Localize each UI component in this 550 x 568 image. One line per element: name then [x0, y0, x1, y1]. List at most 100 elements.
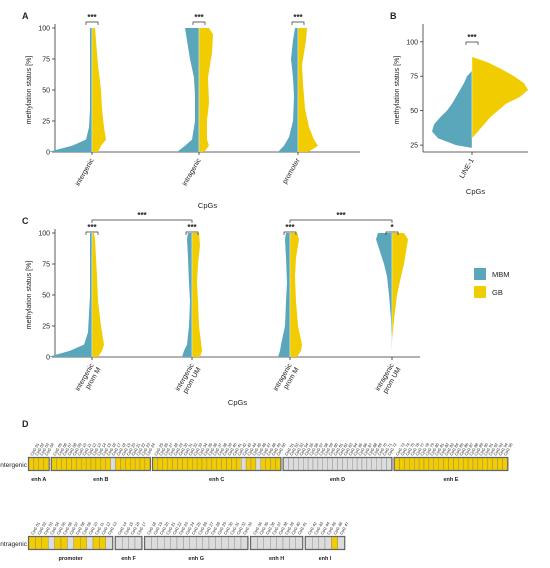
cpg-label: CpG 06: [62, 520, 74, 535]
significance-label: ***: [194, 13, 204, 22]
heatmap-cell: [115, 457, 121, 471]
group-comparison-label-bracket: [91, 219, 193, 223]
heatmap-cell: [192, 457, 198, 471]
cpg-label: CpG 76: [409, 441, 421, 456]
y-axis-label: methylation status [%]: [394, 56, 401, 125]
cpg-label: CpG 65: [352, 441, 364, 456]
panel-letter: A: [22, 11, 29, 21]
violin-mbm: [177, 28, 199, 152]
heatmap-cell: [376, 457, 382, 471]
group-box: [27, 535, 114, 551]
y-tick-label: 50: [42, 88, 50, 95]
y-tick-label: 50: [42, 293, 50, 300]
heatmap-cell: [502, 457, 508, 471]
heatmap-cell: [265, 457, 271, 471]
cpg-label: CpG 83: [444, 441, 456, 456]
group-box: [50, 456, 151, 472]
violin-gb: [192, 233, 202, 357]
cpg-label: CpG 27: [203, 520, 215, 535]
heatmap-cell: [448, 457, 454, 471]
heatmap-cell: [270, 457, 276, 471]
cpg-label: CpG 35: [258, 520, 270, 535]
heatmap-cell: [86, 536, 94, 550]
cpg-label: CpG 37: [271, 520, 283, 535]
heatmap-cell: [255, 457, 261, 471]
cpg-label: CpG 62: [337, 441, 349, 456]
group-box: [27, 456, 50, 472]
cpg-label: CpG 15: [123, 520, 135, 535]
significance-label-bracket: [85, 21, 99, 25]
cpg-label: CpG 28: [210, 520, 222, 535]
cpg-label: CpG 53: [293, 441, 305, 456]
heatmap-cell: [303, 457, 309, 471]
cpg-label: CpG 20: [159, 520, 171, 535]
cpg-label: CpG 68: [367, 441, 379, 456]
cpg-label: CpG 24: [145, 441, 157, 456]
heatmap-cell: [305, 536, 313, 550]
cpg-label: CpG 33: [242, 520, 254, 535]
cpg-label: CpG 45: [251, 441, 263, 456]
heatmap-cell: [487, 457, 493, 471]
cpg-label: CpG 58: [318, 441, 330, 456]
violin-mbm: [278, 28, 298, 152]
cpg-label: CpG 07: [68, 520, 80, 535]
heatmap-cell: [226, 457, 232, 471]
cpg-label: CpG 03: [39, 441, 51, 456]
violin-gb: [92, 233, 104, 357]
cpg-label: CpG 17: [136, 520, 148, 535]
cpg-label: CpG 82: [439, 441, 451, 456]
significance-label-bracket: [283, 231, 297, 235]
heatmap-cell: [134, 457, 141, 471]
heatmap-cell: [41, 536, 49, 550]
violin-mbm: [376, 233, 392, 351]
group-comparison-label: ***: [336, 211, 346, 220]
cpg-label: CpG 93: [493, 441, 505, 456]
violin-mbm: [48, 233, 92, 357]
heatmap-cell: [196, 457, 203, 471]
cpg-label: CpG 32: [187, 441, 199, 456]
heatmap-cell: [56, 457, 62, 471]
heatmap-cell: [164, 536, 171, 550]
y-tick-label: 25: [42, 119, 50, 126]
cpg-label: CpG 08: [66, 441, 78, 456]
cpg-label: CpG 27: [163, 441, 175, 456]
cpg-label: CpG 40: [226, 441, 238, 456]
heatmap-cell: [215, 536, 222, 550]
group-label: promoter: [59, 556, 84, 562]
cpg-label: CpG 46: [332, 520, 344, 535]
legend-entry: MBM: [492, 270, 510, 279]
heatmap-cell: [43, 457, 49, 471]
heatmap-cell: [51, 457, 57, 471]
cpg-label: CpG 70: [377, 441, 389, 456]
cpg-label: CpG 88: [468, 441, 480, 456]
cpg-label: CpG 78: [419, 441, 431, 456]
cpg-label: CpG 15: [101, 441, 113, 456]
heatmap-cell: [356, 457, 363, 471]
significance-label: ***: [87, 13, 97, 22]
heatmap-cell: [337, 536, 345, 550]
significance-label-bracket: [192, 21, 206, 25]
cpg-label: CpG 41: [297, 520, 309, 535]
group-label: enh D: [330, 477, 345, 483]
heatmap-cell: [182, 457, 188, 471]
heatmap-cell: [144, 457, 150, 471]
heatmap-cell: [289, 536, 296, 550]
heatmap-cell: [73, 536, 81, 550]
cpg-label: CpG 02: [36, 520, 48, 535]
group-label: enh I: [319, 556, 332, 562]
heatmap-cell: [231, 457, 237, 471]
heatmap-cell: [283, 457, 289, 471]
heatmap-cell: [270, 536, 277, 550]
heatmap-cell: [187, 457, 193, 471]
heatmap-cell: [399, 457, 405, 471]
cpg-label: CpG 67: [362, 441, 374, 456]
cpg-label: CpG 73: [395, 441, 407, 456]
cpg-label: CpG 22: [135, 441, 147, 456]
cpg-label: CpG 52: [288, 441, 300, 456]
significance-label-bracket: [85, 231, 99, 235]
cpg-label: CpG 05: [52, 441, 64, 456]
cpg-label: CpG 23: [178, 520, 190, 535]
heatmap-cell: [157, 457, 163, 471]
